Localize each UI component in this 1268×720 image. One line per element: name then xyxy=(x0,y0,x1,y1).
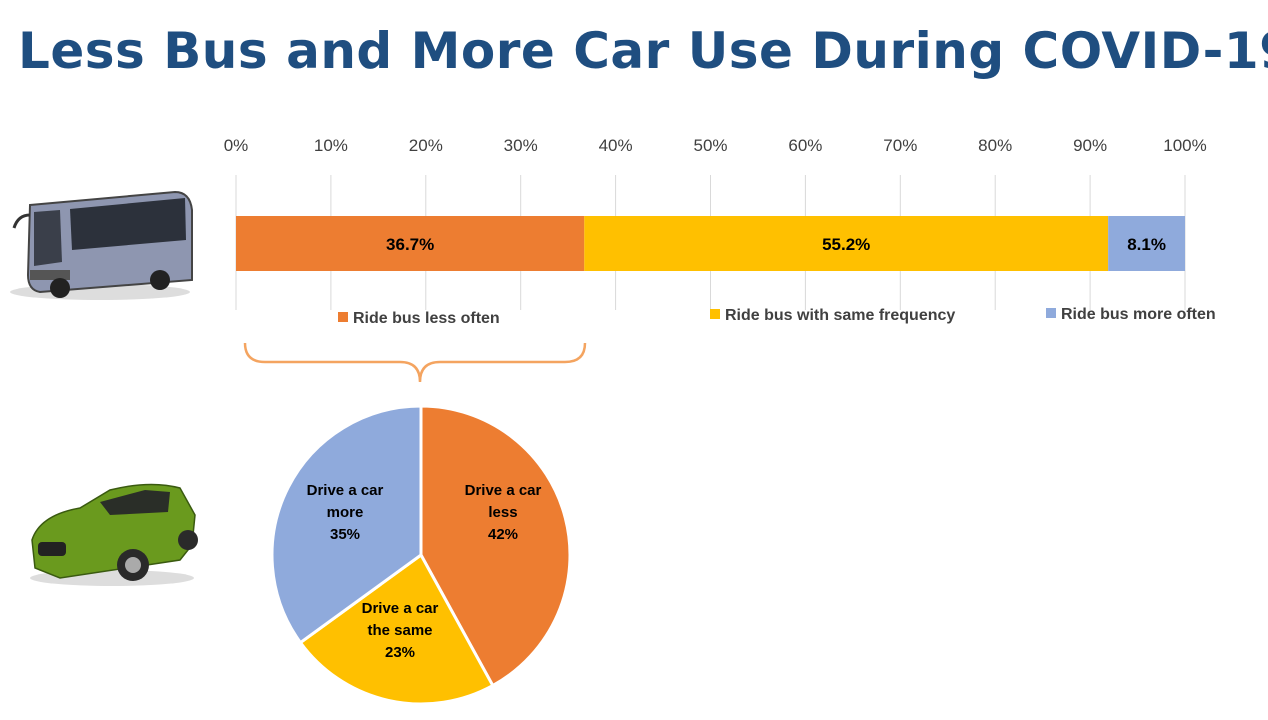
bar-segment xyxy=(236,216,585,271)
x-tick-label: 40% xyxy=(599,136,633,155)
stacked-bar-chart: 0% 10% 20% 30% 40% 50% 60% 70% 80% 90% 100% 36.7% Ri… xyxy=(224,136,1216,327)
legend-label: Ride bus less often xyxy=(353,310,500,327)
legend-swatch xyxy=(710,309,720,319)
x-tick-label: 20% xyxy=(409,136,443,155)
x-tick-label: 10% xyxy=(314,136,348,155)
bus-icon xyxy=(10,190,193,300)
slide-title: Less Bus and More Car Use During COVID-1… xyxy=(18,22,1268,80)
bar-data-label: 8.1% xyxy=(1127,235,1166,254)
x-tick-label: 60% xyxy=(788,136,822,155)
pie-label: 35% xyxy=(330,526,360,543)
pie-slice xyxy=(419,404,572,688)
pie-slice xyxy=(270,404,423,645)
x-tick-label: 0% xyxy=(224,136,249,155)
pie-label: Drive a car xyxy=(362,600,439,617)
bar-segment xyxy=(584,216,1109,271)
legend-swatch xyxy=(338,312,348,322)
pie-label: 23% xyxy=(385,644,415,661)
legend-label: Ride bus with same frequency xyxy=(725,307,955,324)
car-icon xyxy=(30,483,198,586)
bar-data-label: 55.2% xyxy=(822,235,870,254)
pie-label: more xyxy=(327,504,364,521)
x-tick-label: 90% xyxy=(1073,136,1107,155)
x-tick-label: 30% xyxy=(504,136,538,155)
legend-swatch xyxy=(1046,308,1056,318)
pie-label: the same xyxy=(367,622,432,639)
pie-label: Drive a car xyxy=(307,482,384,499)
pie-slice xyxy=(298,552,495,706)
bracket xyxy=(243,342,587,383)
x-tick-label: 50% xyxy=(693,136,727,155)
bar-data-label: 36.7% xyxy=(386,235,434,254)
pie-chart: Drive a car less 42% Drive a car the same 23%… xyxy=(270,404,572,706)
pie-label: Drive a car xyxy=(465,482,542,499)
x-tick-label: 80% xyxy=(978,136,1012,155)
pie-label: less xyxy=(488,504,517,521)
pie-label: 42% xyxy=(488,526,518,543)
x-tick-label: 100% xyxy=(1163,136,1206,155)
x-tick-label: 70% xyxy=(883,136,917,155)
legend-label: Ride bus more often xyxy=(1061,306,1216,323)
bar-segment xyxy=(1108,216,1185,271)
